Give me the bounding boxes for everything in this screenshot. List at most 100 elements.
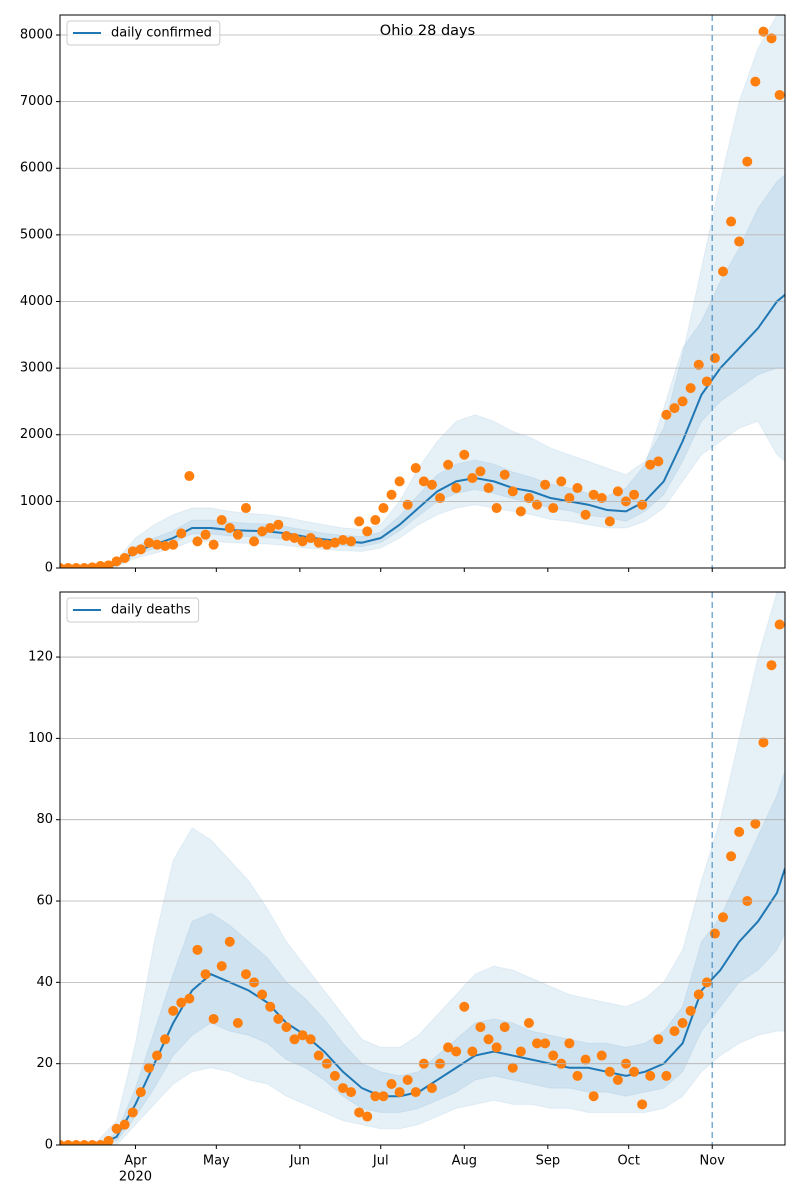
data-point — [564, 493, 575, 504]
data-point — [103, 560, 114, 568]
data-point — [758, 737, 769, 748]
data-point — [718, 912, 729, 923]
data-point — [588, 489, 599, 500]
legend: daily deaths — [66, 597, 200, 623]
legend-label: daily confirmed — [111, 26, 212, 41]
data-point — [289, 533, 300, 544]
data-point — [135, 1087, 146, 1098]
data-point — [208, 1013, 219, 1024]
data-point — [402, 499, 413, 510]
data-point — [289, 1034, 300, 1045]
data-point — [701, 376, 712, 387]
data-point — [645, 459, 656, 470]
data-point — [742, 156, 753, 167]
data-point — [604, 516, 615, 527]
data-point — [475, 1022, 486, 1033]
y-tick-label: 5000 — [20, 227, 53, 242]
legend-box — [66, 597, 200, 623]
x-tick-label: Oct — [617, 1154, 639, 1169]
data-point — [410, 1087, 421, 1098]
y-tick-label: 120 — [28, 650, 53, 665]
y-tick-label: 1000 — [20, 494, 53, 509]
data-point — [184, 471, 195, 482]
data-point — [200, 529, 211, 540]
data-point — [119, 1119, 130, 1130]
data-point — [273, 1013, 284, 1024]
data-point — [410, 463, 421, 474]
data-point — [192, 944, 203, 955]
data-point — [71, 563, 82, 568]
data-point — [200, 969, 211, 980]
y-tick-label: 6000 — [20, 161, 53, 176]
data-point — [305, 1034, 316, 1045]
data-point — [160, 1034, 171, 1045]
y-tick-label: 40 — [36, 975, 53, 990]
data-point — [281, 1022, 292, 1033]
legend-label: daily deaths — [111, 603, 191, 618]
data-point — [677, 396, 688, 407]
plot-area — [60, 15, 785, 568]
y-tick-label: 0 — [45, 561, 53, 576]
subplot: 0 20 40 60 80 100 120 Apr May Jun Jul Aug Sep Oct Nov 2… — [28, 591, 786, 1185]
data-point — [354, 1107, 365, 1118]
data-point — [515, 1046, 526, 1057]
data-point — [750, 76, 761, 87]
data-point — [774, 619, 785, 630]
data-point — [499, 469, 510, 480]
axes-frame — [59, 591, 786, 1146]
data-point — [709, 353, 720, 364]
data-point — [483, 483, 494, 494]
data-point — [127, 546, 138, 557]
data-point — [726, 216, 737, 227]
data-point — [507, 486, 518, 497]
data-point — [313, 1050, 324, 1061]
data-point — [532, 499, 543, 510]
data-point — [111, 1123, 122, 1134]
subplot: 0 1000 2000 3000 4000 5000 6000 7000 8000 Ohio 28… — [20, 14, 786, 576]
data-point — [313, 537, 324, 548]
data-point — [232, 1018, 243, 1029]
data-point — [232, 529, 243, 540]
data-point — [297, 536, 308, 547]
data-point — [580, 509, 591, 520]
data-point — [337, 535, 348, 546]
data-point — [337, 1083, 348, 1094]
data-point — [459, 1001, 470, 1012]
data-point — [152, 1050, 163, 1061]
data-point — [758, 26, 769, 37]
data-point — [718, 266, 729, 277]
data-point — [693, 359, 704, 370]
data-point — [394, 1087, 405, 1098]
y-tick-label: 20 — [36, 1056, 53, 1071]
data-point — [548, 1050, 559, 1061]
data-point — [548, 503, 559, 514]
data-point — [451, 483, 462, 494]
data-point — [370, 515, 381, 526]
data-point — [774, 89, 785, 100]
y-tick-label: 8000 — [20, 27, 53, 42]
data-point — [540, 1038, 551, 1049]
data-point — [556, 476, 567, 487]
data-point — [685, 383, 696, 394]
data-point — [459, 449, 470, 460]
data-point — [265, 1001, 276, 1012]
data-point — [386, 489, 397, 500]
uncertainty-band — [60, 15, 785, 568]
data-point — [346, 536, 357, 547]
data-point — [378, 1091, 389, 1102]
data-point — [523, 1018, 534, 1029]
data-point — [370, 1091, 381, 1102]
data-point — [637, 1099, 648, 1110]
data-point — [499, 1022, 510, 1033]
data-point — [766, 33, 777, 44]
data-point — [176, 997, 187, 1008]
data-point — [693, 989, 704, 1000]
data-point — [612, 1074, 623, 1085]
data-point — [297, 1030, 308, 1041]
data-point — [467, 473, 478, 484]
data-point — [612, 486, 623, 497]
data-point — [523, 493, 534, 504]
data-point — [79, 563, 90, 568]
data-point — [588, 1091, 599, 1102]
y-tick-label: 100 — [28, 731, 53, 746]
